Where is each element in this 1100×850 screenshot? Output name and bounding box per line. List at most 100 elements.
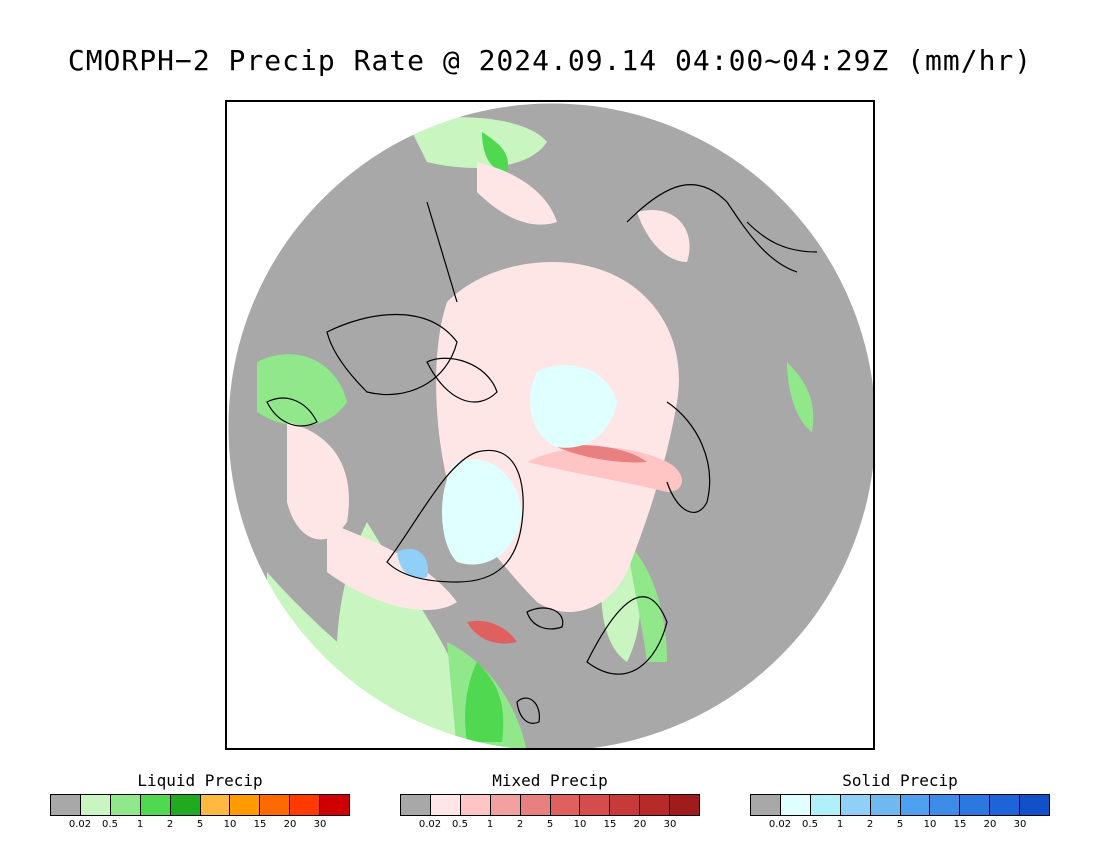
legend-title: Liquid Precip xyxy=(137,771,263,790)
tick-label: 30 xyxy=(313,819,327,830)
color-swatch xyxy=(990,795,1021,815)
mixed-precip-region xyxy=(527,447,682,492)
liquid-precip-region xyxy=(627,542,667,662)
tick-label: 10 xyxy=(223,819,237,830)
map-panel xyxy=(225,100,875,750)
color-swatch xyxy=(580,795,611,815)
tick-label: 1 xyxy=(136,819,144,830)
tick-label: 30 xyxy=(1013,819,1027,830)
tick-labels: 0.02 0.5 1 2 5 10 15 20 30 xyxy=(400,816,700,832)
mixed-precip-region xyxy=(477,162,557,225)
tick-label: 0.5 xyxy=(102,819,118,830)
tick-label: 15 xyxy=(253,819,267,830)
tick-label: 0.5 xyxy=(802,819,818,830)
tick-label: 10 xyxy=(573,819,587,830)
tick-label: 0.5 xyxy=(452,819,468,830)
color-swatch xyxy=(751,795,781,815)
novaya-zemlya-outline xyxy=(666,401,711,513)
color-swatch xyxy=(290,795,321,815)
color-bar xyxy=(50,794,350,816)
color-swatch xyxy=(780,795,811,815)
color-swatch xyxy=(640,795,671,815)
legend-title: Mixed Precip xyxy=(492,771,608,790)
russia-coast-outline xyxy=(746,221,818,253)
greenland-outline xyxy=(386,449,524,583)
color-swatch xyxy=(110,795,141,815)
tick-label: 15 xyxy=(953,819,967,830)
liquid-precip-region xyxy=(767,654,857,748)
mixed-precip-region xyxy=(557,445,647,463)
polar-map xyxy=(227,102,873,748)
coastlines xyxy=(266,184,818,724)
legend-mixed-precip: Mixed Precip 0.02 0.5 1 2 5 10 15 20 30 xyxy=(400,772,700,832)
color-swatch xyxy=(490,795,521,815)
iceland-outline xyxy=(526,607,564,630)
liquid-precip-region xyxy=(465,662,504,742)
mixed-precip-region xyxy=(467,620,517,644)
mixed-precip-region xyxy=(637,210,690,262)
color-swatch xyxy=(320,795,350,815)
liquid-precip-region xyxy=(787,362,814,432)
tick-label: 2 xyxy=(166,819,174,830)
color-swatch xyxy=(51,795,81,815)
color-swatch xyxy=(140,795,171,815)
tick-label: 5 xyxy=(896,819,904,830)
tick-labels: 0.02 0.5 1 2 5 10 15 20 30 xyxy=(50,816,350,832)
color-swatch xyxy=(430,795,461,815)
tick-label: 0.02 xyxy=(768,819,792,830)
color-bar xyxy=(750,794,1050,816)
color-swatch xyxy=(550,795,581,815)
color-swatch xyxy=(230,795,261,815)
color-swatch xyxy=(520,795,551,815)
color-swatch xyxy=(1020,795,1050,815)
british-isles-outline xyxy=(516,697,540,724)
color-swatch xyxy=(80,795,111,815)
legend-title: Solid Precip xyxy=(842,771,958,790)
color-swatch xyxy=(460,795,491,815)
tick-label: 1 xyxy=(836,819,844,830)
tick-label: 0.02 xyxy=(68,819,92,830)
tick-label: 15 xyxy=(603,819,617,830)
dateline-border xyxy=(426,201,458,303)
legend-solid-precip: Solid Precip 0.02 0.5 1 2 5 10 15 20 30 xyxy=(750,772,1050,832)
color-bar xyxy=(400,794,700,816)
color-swatch xyxy=(670,795,700,815)
color-swatch xyxy=(170,795,201,815)
color-swatch xyxy=(900,795,931,815)
legend-liquid-precip: Liquid Precip 0.02 0.5 1 2 5 10 15 20 30 xyxy=(50,772,350,832)
solid-precip-region xyxy=(442,459,522,565)
color-swatch xyxy=(401,795,431,815)
solid-precip-region xyxy=(397,548,428,579)
liquid-precip-region xyxy=(482,132,508,172)
chart-title: CMORPH−2 Precip Rate @ 2024.09.14 04:00~… xyxy=(67,44,1033,77)
tick-label: 20 xyxy=(983,819,997,830)
color-swatch xyxy=(960,795,991,815)
scandinavia-outline xyxy=(586,596,668,675)
color-swatch xyxy=(200,795,231,815)
arctic-islands-outline xyxy=(426,357,498,403)
tick-label: 20 xyxy=(633,819,647,830)
color-swatch xyxy=(260,795,291,815)
tick-label: 2 xyxy=(866,819,874,830)
solid-precip-region xyxy=(529,365,617,448)
color-swatch xyxy=(870,795,901,815)
tick-label: 30 xyxy=(663,819,677,830)
mixed-precip-region xyxy=(287,422,349,540)
tick-label: 5 xyxy=(546,819,554,830)
tick-label: 5 xyxy=(196,819,204,830)
liquid-precip-region xyxy=(257,354,347,426)
tick-label: 2 xyxy=(516,819,524,830)
siberia-coast-outline xyxy=(626,184,798,273)
tick-labels: 0.02 0.5 1 2 5 10 15 20 30 xyxy=(750,816,1050,832)
tick-label: 1 xyxy=(486,819,494,830)
tick-label: 20 xyxy=(283,819,297,830)
tick-label: 0.02 xyxy=(418,819,442,830)
tick-label: 10 xyxy=(923,819,937,830)
canada-coast-outline xyxy=(266,397,318,427)
color-swatch xyxy=(840,795,871,815)
color-swatch xyxy=(930,795,961,815)
color-swatch xyxy=(610,795,641,815)
color-swatch xyxy=(810,795,841,815)
arctic-islands-outline xyxy=(326,314,458,396)
liquid-precip-region xyxy=(407,117,547,168)
